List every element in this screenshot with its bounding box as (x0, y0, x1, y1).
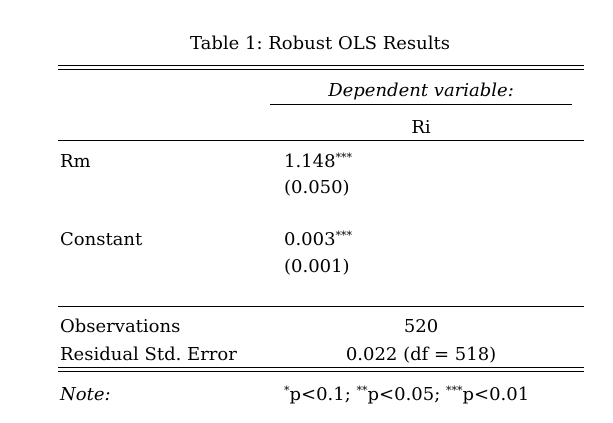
note-text: *p<0.1; **p<0.05; ***p<0.01 (284, 384, 529, 405)
note-level-1: p<0.1; (289, 384, 357, 405)
dependent-variable-name: Ri (411, 117, 431, 138)
note-label: Note: (60, 384, 111, 405)
stat-label-observations: Observations (60, 316, 181, 337)
bottom-rule-1 (58, 367, 584, 368)
note-level-3: p<0.01 (462, 384, 530, 405)
stat-value-residual-std-error: 0.022 (df = 518) (345, 344, 497, 365)
dependent-variable-underline (270, 104, 572, 105)
row-se-rm: (0.050) (284, 177, 350, 198)
coef-value: 0.003 (284, 229, 336, 250)
significance-stars: *** (335, 151, 353, 164)
top-rule-2 (58, 69, 584, 70)
stat-value-observations: 520 (403, 316, 439, 337)
stats-rule (58, 306, 584, 307)
coef-value: 1.148 (284, 151, 336, 172)
note-level-2: p<0.05; (367, 384, 446, 405)
note-stars-2: ** (356, 384, 368, 397)
bottom-rule-2 (58, 371, 584, 372)
row-label-constant: Constant (60, 229, 143, 250)
dependent-variable-header: Dependent variable: (328, 80, 514, 101)
top-rule-1 (58, 65, 584, 66)
row-label-rm: Rm (60, 151, 91, 172)
row-se-constant: (0.001) (284, 256, 350, 277)
note-stars-3: *** (446, 384, 463, 397)
stat-label-residual-std-error: Residual Std. Error (60, 344, 237, 365)
header-rule (58, 140, 584, 141)
table-caption: Table 1: Robust OLS Results (190, 33, 450, 54)
note-stars-1: * (284, 384, 290, 397)
row-coef-constant: 0.003*** (284, 229, 352, 250)
row-coef-rm: 1.148*** (284, 151, 352, 172)
significance-stars: *** (335, 229, 353, 242)
